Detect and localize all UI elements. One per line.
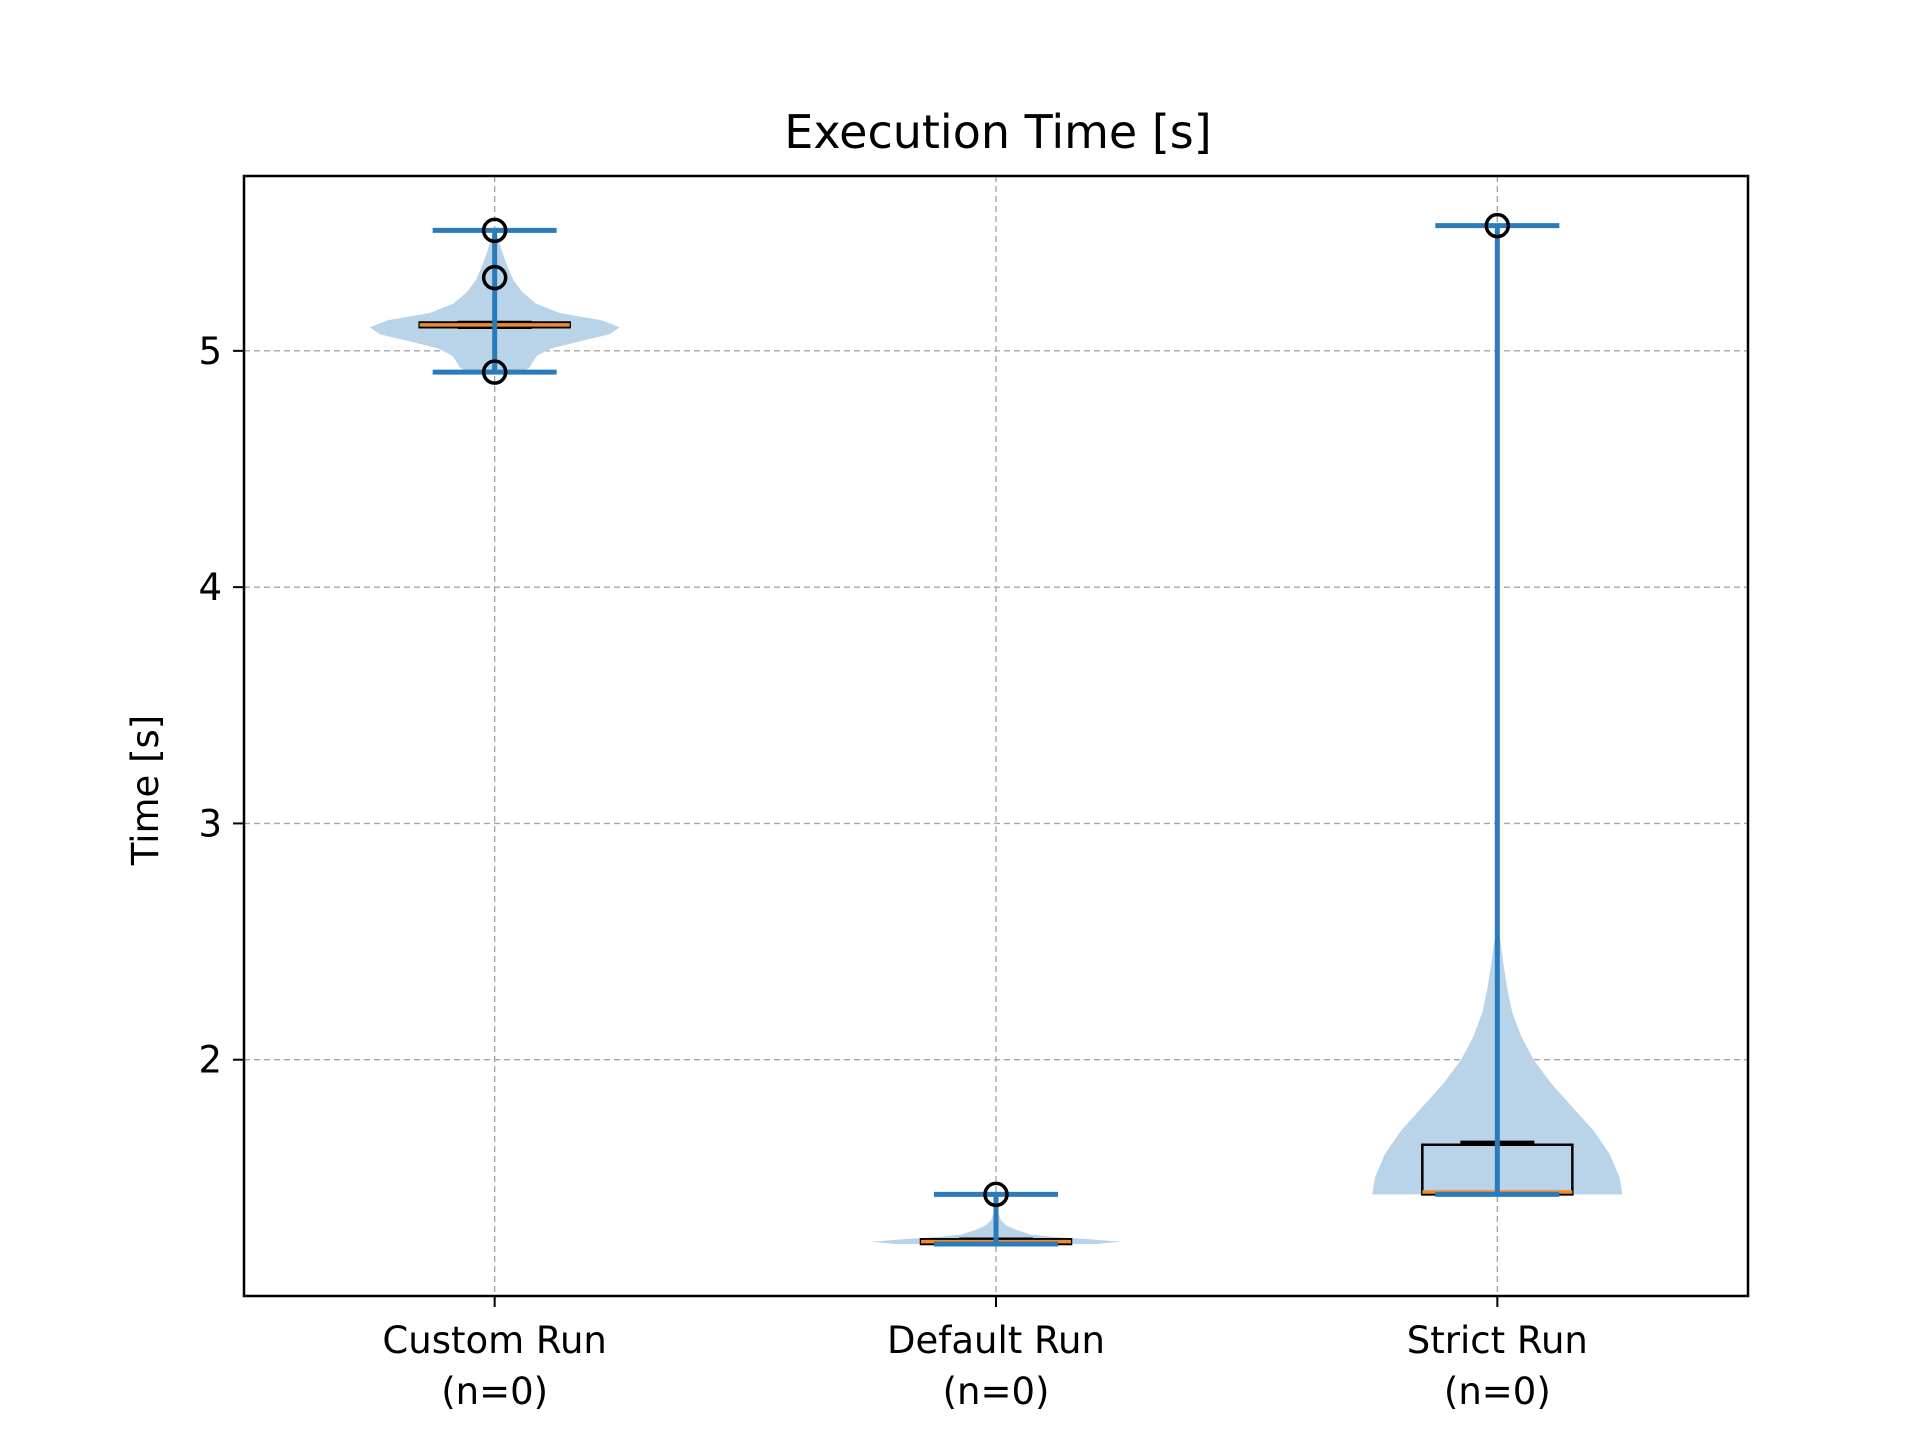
x-tick-label: Custom Run xyxy=(382,1319,606,1362)
outlier-point xyxy=(481,264,508,291)
outlier-point xyxy=(481,359,508,385)
x-tick-sublabel: (n=0) xyxy=(441,1370,548,1413)
y-tick-label: 3 xyxy=(198,802,222,845)
x-tick-label: Strict Run xyxy=(1407,1319,1588,1362)
outlier-point xyxy=(481,217,508,244)
outlier-layer xyxy=(481,212,1511,1208)
x-tick-label: Default Run xyxy=(887,1319,1105,1362)
axis-layer: 2 3 4 5 Custom Run (n=0) Default Run (n=0) Stric… xyxy=(198,330,1587,1413)
y-tick-label: 5 xyxy=(198,330,222,373)
x-tick-sublabel: (n=0) xyxy=(943,1370,1050,1413)
stat-layer xyxy=(432,223,1560,1247)
y-tick-label: 2 xyxy=(198,1039,222,1082)
outlier-point xyxy=(1484,212,1511,239)
y-tick-label: 4 xyxy=(198,566,222,609)
outlier-point xyxy=(983,1181,1009,1208)
x-tick-sublabel: (n=0) xyxy=(1444,1370,1551,1413)
chart-title: Execution Time [s] xyxy=(784,105,1211,159)
y-axis-label: Time [s] xyxy=(124,715,167,866)
